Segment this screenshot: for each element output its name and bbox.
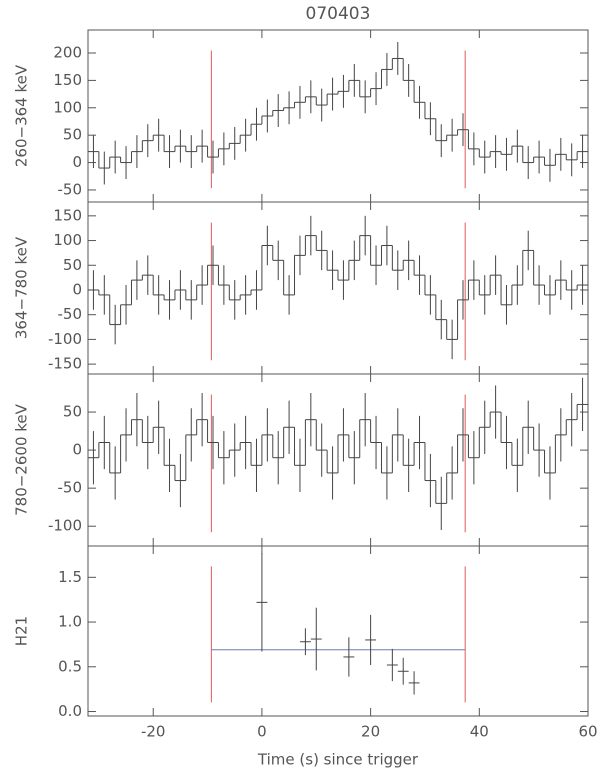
plot-frame xyxy=(87,29,589,203)
y-tick-label: 0.0 xyxy=(58,702,82,720)
y-tick-label: 0 xyxy=(72,153,82,171)
y-tick-label: 50 xyxy=(63,403,82,421)
y-tick-label: 0.5 xyxy=(58,657,82,675)
y-tick-label: 1.5 xyxy=(58,568,82,586)
y-axis-label: H21 xyxy=(13,616,31,646)
y-tick-label: 50 xyxy=(63,256,82,274)
chart-title: 070403 xyxy=(306,4,371,24)
y-tick-label: 100 xyxy=(53,98,82,116)
y-axis-label: 364−780 keV xyxy=(13,236,31,339)
y-tick-label: 0 xyxy=(72,441,82,459)
x-tick-label: 40 xyxy=(470,723,489,741)
x-tick-label: 0 xyxy=(257,723,267,741)
x-tick-label: 60 xyxy=(578,723,597,741)
x-tick-label: 20 xyxy=(361,723,380,741)
y-tick-label: 0 xyxy=(72,280,82,298)
y-tick-label: -100 xyxy=(48,517,82,535)
y-tick-label: 200 xyxy=(53,44,82,62)
y-tick-label: 150 xyxy=(53,71,82,89)
plot-frame xyxy=(87,201,589,375)
y-tick-label: -100 xyxy=(48,330,82,348)
y-axis-label: 260−364 keV xyxy=(13,64,31,167)
y-tick-label: -150 xyxy=(48,355,82,373)
y-tick-label: -50 xyxy=(58,479,83,497)
y-tick-label: -50 xyxy=(58,180,83,198)
y-tick-label: -50 xyxy=(58,305,83,323)
y-tick-label: 50 xyxy=(63,126,82,144)
plot-frame xyxy=(87,545,589,717)
x-axis-label: Time (s) since trigger xyxy=(257,751,419,769)
y-tick-label: 100 xyxy=(53,231,82,249)
y-tick-label: 1.0 xyxy=(58,613,82,631)
y-axis-label: 780−2600 keV xyxy=(13,403,31,516)
y-tick-label: 150 xyxy=(53,206,82,224)
x-tick-label: -20 xyxy=(141,723,166,741)
